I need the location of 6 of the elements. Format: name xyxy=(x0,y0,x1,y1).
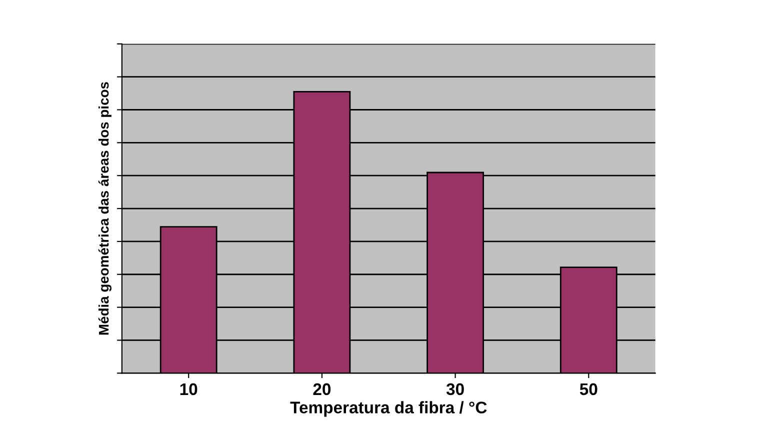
x-tick-label: 10 xyxy=(180,383,198,396)
x-tick-label: 30 xyxy=(446,383,464,396)
y-axis-title: Média geométrica das áreas dos picos xyxy=(98,82,112,335)
x-axis-title: Temperatura da fibra / °C xyxy=(290,401,487,417)
x-tick-label: 20 xyxy=(313,383,331,396)
x-tick-label: 50 xyxy=(580,383,598,396)
